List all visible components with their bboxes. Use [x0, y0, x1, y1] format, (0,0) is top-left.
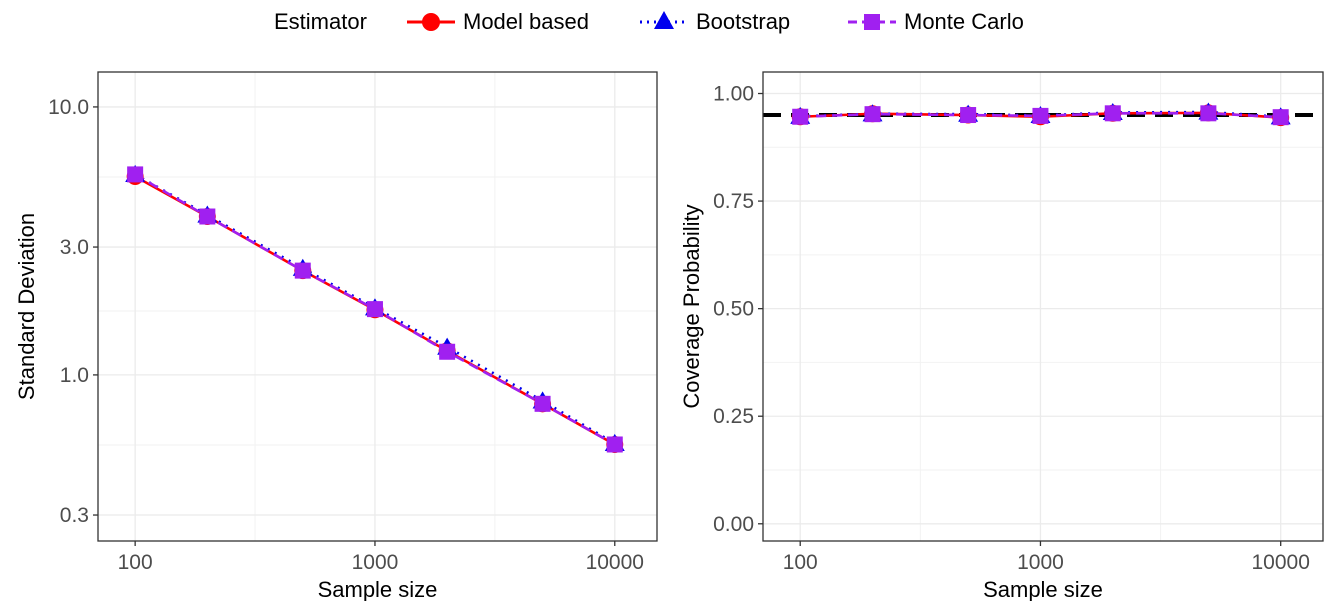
y-tick-label: 3.0	[60, 236, 89, 259]
legend-label-bootstrap: Bootstrap	[696, 9, 791, 34]
point-monte-carlo	[1200, 105, 1217, 122]
x-tick-label: 10000	[586, 551, 644, 574]
standard-deviation-plot: 100 1000 10000 0.3 1.0 3.0 10.0 Sample size Stan…	[14, 71, 658, 602]
point-monte-carlo	[127, 166, 144, 183]
point-monte-carlo	[960, 107, 977, 124]
coverage-probability-plot: 100 1000 10000 0.00 0.25 0.50 0.75 1.00 Sample s…	[679, 71, 1324, 602]
y-tick-label: 10.0	[48, 96, 89, 119]
grid-lines	[763, 72, 1323, 541]
legend-label-model-based: Model based	[463, 9, 589, 34]
chart-panel-coverage-probability: 100 1000 10000 0.00 0.25 0.50 0.75 1.00 Sample s…	[665, 0, 1330, 602]
point-monte-carlo	[1104, 105, 1121, 122]
y-tick-label: 1.00	[713, 83, 754, 106]
y-tick-label: 0.75	[713, 190, 754, 213]
point-monte-carlo	[294, 262, 311, 279]
point-monte-carlo	[606, 436, 623, 453]
y-tick-label: 0.25	[713, 405, 754, 428]
plot-border	[762, 71, 1324, 542]
plot-border	[97, 71, 658, 542]
point-monte-carlo	[199, 208, 216, 225]
legend-key-monte-carlo	[848, 14, 896, 30]
chart-panel-standard-deviation: 100 1000 10000 0.3 1.0 3.0 10.0 Sample size Stan…	[0, 0, 665, 602]
y-tick-label: 0.00	[713, 513, 754, 536]
y-axis-title: Standard Deviation	[14, 213, 39, 400]
point-monte-carlo	[1032, 107, 1049, 124]
x-tick-label: 1000	[352, 551, 399, 574]
legend-label-monte-carlo: Monte Carlo	[904, 9, 1024, 34]
x-tick-label: 100	[783, 551, 818, 574]
x-axis-title: Sample size	[318, 577, 438, 601]
point-monte-carlo	[792, 108, 809, 125]
y-axis-title: Coverage Probability	[679, 204, 704, 408]
x-tick-label: 100	[118, 551, 153, 574]
legend-key-bootstrap	[640, 11, 688, 29]
point-monte-carlo	[366, 301, 383, 318]
point-monte-carlo	[864, 106, 881, 123]
legend-key-model-based	[407, 13, 455, 31]
point-monte-carlo	[439, 343, 456, 360]
x-tick-label: 1000	[1017, 551, 1064, 574]
point-monte-carlo	[1272, 109, 1289, 126]
point-monte-carlo	[534, 395, 551, 412]
y-tick-label: 1.0	[60, 364, 89, 387]
plot-background	[763, 72, 1323, 541]
x-axis-title: Sample size	[983, 577, 1103, 601]
y-tick-label: 0.3	[60, 504, 89, 527]
legend: Estimator Model based Bootstrap Monte Ca…	[0, 0, 1330, 48]
x-tick-label: 10000	[1251, 551, 1309, 574]
y-tick-label: 0.50	[713, 298, 754, 321]
legend-title: Estimator	[274, 9, 367, 34]
